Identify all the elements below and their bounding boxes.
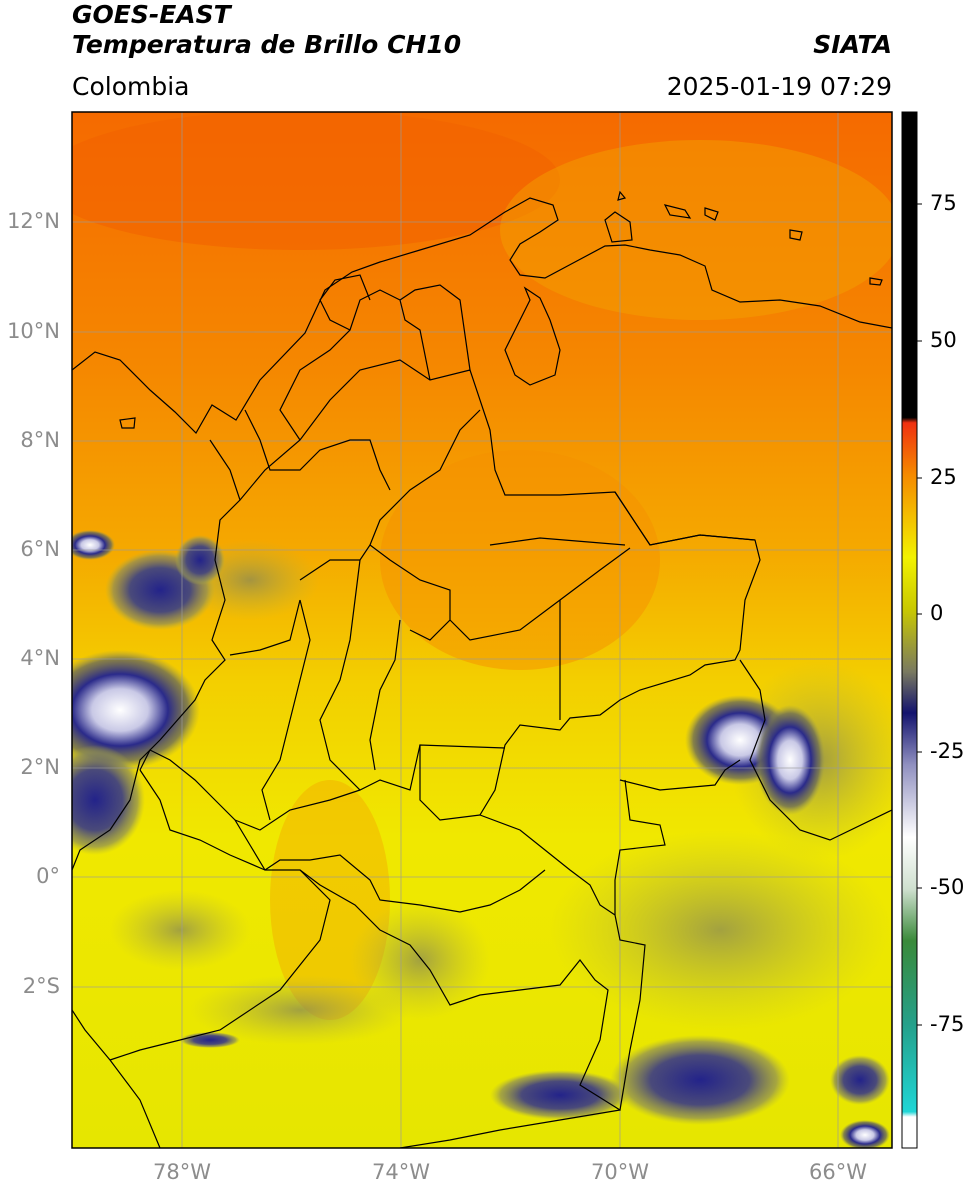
dept-border-k xyxy=(234,789,361,831)
island-tortuga xyxy=(789,229,803,241)
lat-label-2n: 2°N xyxy=(20,755,60,779)
lon-label-78w: 78°W xyxy=(153,1160,211,1184)
colorbar-label-75: 75 xyxy=(930,191,957,215)
ecuador-peru-border xyxy=(109,869,331,1061)
paraguana-peninsula xyxy=(604,211,633,243)
organization-label: SIATA xyxy=(813,30,892,59)
lon-label-66w: 66°W xyxy=(809,1160,867,1184)
venezuela-border xyxy=(614,491,756,546)
dept-border-e xyxy=(489,537,626,546)
colorbar-label-50: 50 xyxy=(930,328,957,352)
island-coast xyxy=(119,417,136,429)
island-curacao xyxy=(663,204,692,219)
colorbar-label-25: 25 xyxy=(930,465,957,489)
coastline-caribbean xyxy=(72,197,892,434)
peru-brazil-border xyxy=(399,1109,621,1148)
island-bonaire xyxy=(704,207,719,221)
lat-label-6n: 6°N xyxy=(20,537,60,561)
colorbar-label-neg25: -25 xyxy=(930,739,965,763)
lat-label-12n: 12°N xyxy=(7,209,60,233)
graticule xyxy=(72,112,892,1148)
dept-border-q xyxy=(399,284,471,371)
colorbar-ticks xyxy=(917,203,922,1026)
product-title: Temperatura de Brillo CH10 xyxy=(72,30,462,59)
dept-border-r xyxy=(244,409,391,491)
dept-border-i xyxy=(261,599,311,821)
dept-border-c xyxy=(614,779,666,915)
dept-border-a xyxy=(419,744,506,821)
venezuela-brazil-border xyxy=(739,659,892,841)
dept-border-b xyxy=(619,759,741,791)
dept-border-n xyxy=(369,619,401,771)
title-block: GOES-EAST Temperatura de Brillo CH10 Col… xyxy=(72,0,461,102)
lake-maracaibo xyxy=(504,286,561,386)
satellite-imagery xyxy=(72,112,892,1148)
lat-label-2s: 2°S xyxy=(22,974,60,998)
ecuador-border-n xyxy=(139,769,266,871)
dept-border-o xyxy=(279,289,431,441)
island-margarita xyxy=(869,277,883,286)
lat-label-8n: 8°N xyxy=(20,428,60,452)
island-aruba xyxy=(617,190,627,201)
satellite-title: GOES-EAST xyxy=(72,0,231,29)
lat-label-4n: 4°N xyxy=(20,646,60,670)
dept-border-g xyxy=(369,409,481,546)
dept-border-l xyxy=(229,599,301,656)
dept-border-h xyxy=(299,544,451,641)
colorbar-label-neg75: -75 xyxy=(930,1012,965,1036)
region-label: Colombia xyxy=(72,72,190,101)
map-frame xyxy=(71,111,893,1149)
dept-border-j xyxy=(319,559,421,791)
colorbar xyxy=(901,111,918,1149)
coastline-pacific xyxy=(72,439,241,871)
colombia-outline xyxy=(139,359,761,1111)
lat-label-0: 0° xyxy=(36,864,60,888)
dept-border-m xyxy=(264,854,546,913)
lon-label-74w: 74°W xyxy=(372,1160,430,1184)
borders xyxy=(72,190,892,1148)
dept-border-p xyxy=(319,274,371,331)
colorbar-label-0: 0 xyxy=(930,601,944,625)
lat-label-10n: 10°N xyxy=(7,319,60,343)
source-block: SIATA 2025-01-19 07:29 xyxy=(667,30,892,102)
dept-border-f xyxy=(449,547,631,641)
lon-label-70w: 70°W xyxy=(591,1160,649,1184)
timestamp-label: 2025-01-19 07:29 xyxy=(666,72,892,101)
colorbar-label-neg50: -50 xyxy=(930,875,965,899)
